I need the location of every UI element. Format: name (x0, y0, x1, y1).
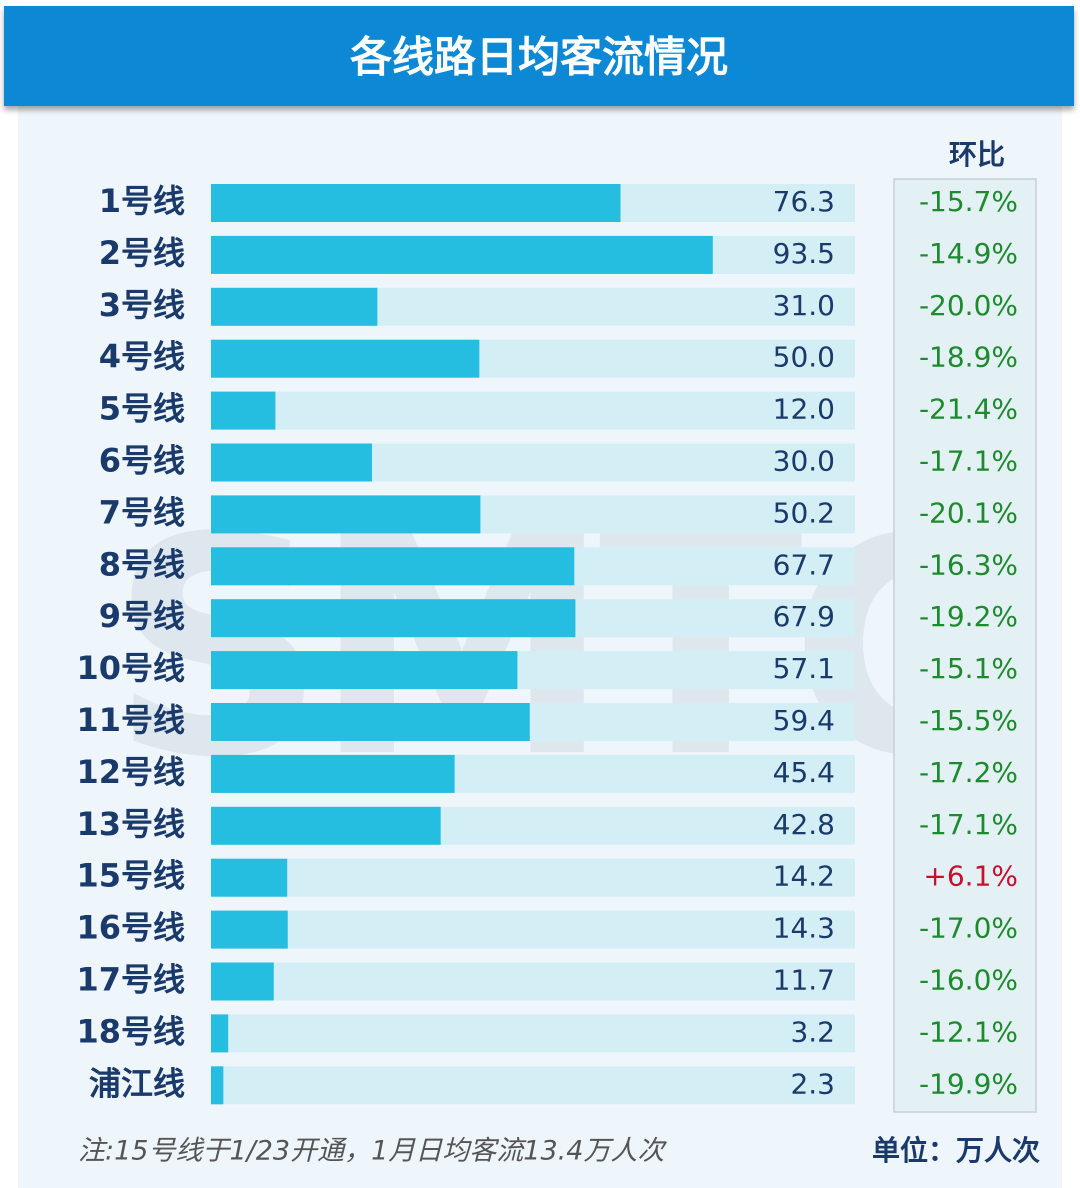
bar (211, 858, 288, 897)
bar (211, 754, 455, 793)
value-label: 45.4 (773, 756, 835, 789)
change-label: -15.1% (919, 652, 1018, 685)
value-label: 14.3 (773, 912, 835, 945)
change-label: -14.9% (919, 237, 1018, 270)
unit: 单位：万人次 (872, 1134, 1040, 1167)
value-label: 67.7 (773, 548, 835, 581)
panel (18, 100, 1062, 1188)
title-bar (4, 6, 1074, 106)
chart-title: 各线路日均客流情况 (350, 33, 728, 82)
value-label: 31.0 (773, 289, 835, 322)
value-label: 50.2 (773, 496, 835, 529)
value-label: 57.1 (773, 652, 835, 685)
change-label: -19.9% (919, 1067, 1018, 1100)
category-label: 浦江线 (89, 1064, 185, 1102)
change-label: -17.1% (919, 808, 1018, 841)
bar (211, 547, 575, 586)
change-label: -16.3% (919, 548, 1018, 581)
bar (211, 806, 441, 845)
change-label: -12.1% (919, 1015, 1018, 1048)
bar-track (211, 1014, 855, 1053)
change-header: 环比 (949, 138, 1005, 171)
bar (211, 391, 276, 430)
category-label: 18号线 (76, 1012, 185, 1050)
change-label: -15.5% (919, 704, 1018, 737)
bar (211, 287, 378, 326)
bar (211, 599, 576, 638)
change-label: -18.9% (919, 341, 1018, 374)
category-label: 5号线 (99, 390, 185, 428)
value-label: 67.9 (773, 600, 835, 633)
change-label: -17.2% (919, 756, 1018, 789)
value-label: 42.8 (773, 808, 835, 841)
bar-track (211, 910, 855, 949)
bar (211, 910, 288, 949)
change-label: -20.1% (919, 496, 1018, 529)
category-label: 4号线 (99, 338, 185, 376)
note: 注:15号线于1/23开通，1月日均客流13.4万人次 (78, 1136, 667, 1167)
category-label: 6号线 (99, 442, 185, 480)
category-label: 16号线 (76, 909, 185, 947)
value-label: 30.0 (773, 445, 835, 478)
category-label: 1号线 (99, 182, 185, 220)
bar-track (211, 962, 855, 1001)
category-label: 13号线 (76, 805, 185, 843)
value-label: 50.0 (773, 341, 835, 374)
category-label: 12号线 (76, 753, 185, 791)
bar-track (211, 391, 855, 430)
bar-track (211, 1066, 855, 1105)
bar (211, 651, 518, 690)
change-label: -20.0% (919, 289, 1018, 322)
change-box (893, 178, 1037, 1113)
change-label: -21.4% (919, 393, 1018, 426)
change-label: -15.7% (919, 185, 1018, 218)
bar (211, 495, 481, 534)
category-label: 3号线 (99, 286, 185, 324)
change-label: -17.1% (919, 445, 1018, 478)
bar (211, 703, 530, 741)
bar (211, 1066, 224, 1105)
category-label: 11号线 (76, 701, 185, 739)
bar (211, 962, 274, 1001)
category-label: 7号线 (99, 493, 185, 531)
value-label: 76.3 (773, 185, 835, 218)
value-label: 59.4 (773, 704, 835, 737)
category-label: 2号线 (99, 234, 185, 272)
category-label: 17号线 (76, 961, 185, 999)
bar (211, 184, 621, 222)
value-label: 2.3 (790, 1067, 835, 1100)
bar (211, 443, 372, 482)
change-label: +6.1% (923, 860, 1018, 893)
value-label: 93.5 (773, 237, 835, 270)
value-label: 3.2 (790, 1015, 835, 1048)
category-label: 15号线 (76, 857, 185, 895)
value-label: 14.2 (773, 860, 835, 893)
change-label: -17.0% (919, 912, 1018, 945)
bar (211, 235, 713, 274)
change-label: -16.0% (919, 964, 1018, 997)
bar (211, 1014, 229, 1053)
category-label: 10号线 (76, 649, 185, 687)
category-label: 9号线 (99, 597, 185, 635)
value-label: 11.7 (773, 964, 835, 997)
bar-track (211, 858, 855, 897)
bar (211, 339, 480, 378)
value-label: 12.0 (773, 393, 835, 426)
change-label: -19.2% (919, 600, 1018, 633)
category-label: 8号线 (99, 545, 185, 583)
